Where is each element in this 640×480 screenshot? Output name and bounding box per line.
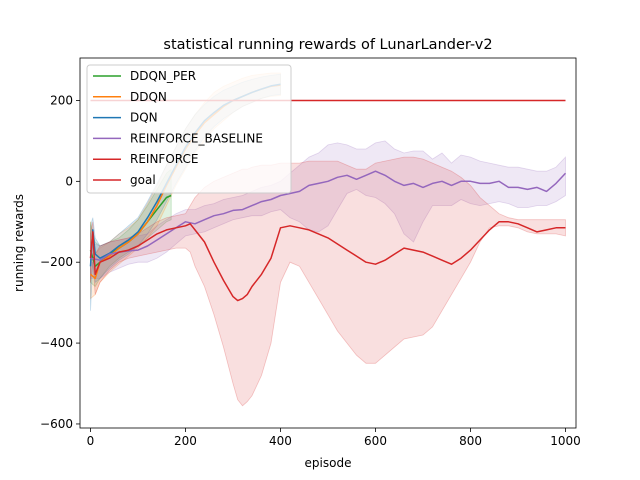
x-tick-label: 400 bbox=[269, 434, 292, 448]
reinforce-line bbox=[89, 221, 566, 302]
legend-label-ddqn-per: DDQN_PER bbox=[130, 69, 196, 83]
plot-area-frame bbox=[79, 57, 577, 429]
legend-label-ddqn: DDQN bbox=[130, 90, 167, 104]
x-tick-label: 1000 bbox=[550, 434, 581, 448]
x-tick-label: 200 bbox=[174, 434, 197, 448]
legend-box bbox=[86, 64, 292, 194]
y-tick-label: −400 bbox=[40, 336, 73, 350]
y-tick-label: −200 bbox=[40, 255, 73, 269]
x-tick-label: 600 bbox=[364, 434, 387, 448]
y-tick-label: −600 bbox=[40, 417, 73, 431]
legend-label-dqn: DQN bbox=[130, 111, 158, 125]
x-tick-label: 0 bbox=[87, 434, 95, 448]
y-tick-label: 200 bbox=[50, 93, 73, 107]
y-axis-ticks: −600 −400 −200 0 200 bbox=[40, 93, 80, 431]
x-axis-label: episode bbox=[305, 456, 352, 470]
y-tick-label: 0 bbox=[65, 174, 73, 188]
x-tick-label: 800 bbox=[459, 434, 482, 448]
y-axis-label: running rewards bbox=[12, 194, 26, 292]
legend-label-reinforce-baseline: REINFORCE_BASELINE bbox=[130, 131, 263, 145]
legend-label-reinforce: REINFORCE bbox=[130, 152, 198, 166]
chart-title: statistical running rewards of LunarLand… bbox=[163, 37, 492, 53]
x-axis-ticks: 0 200 400 600 800 1000 bbox=[87, 428, 581, 448]
legend-label-goal: goal bbox=[130, 173, 156, 187]
legend: DDQN_PER DDQN DQN REINFORCE_BASELINE REINFOR… bbox=[86, 64, 292, 194]
reinforce-baseline-line bbox=[90, 170, 567, 261]
